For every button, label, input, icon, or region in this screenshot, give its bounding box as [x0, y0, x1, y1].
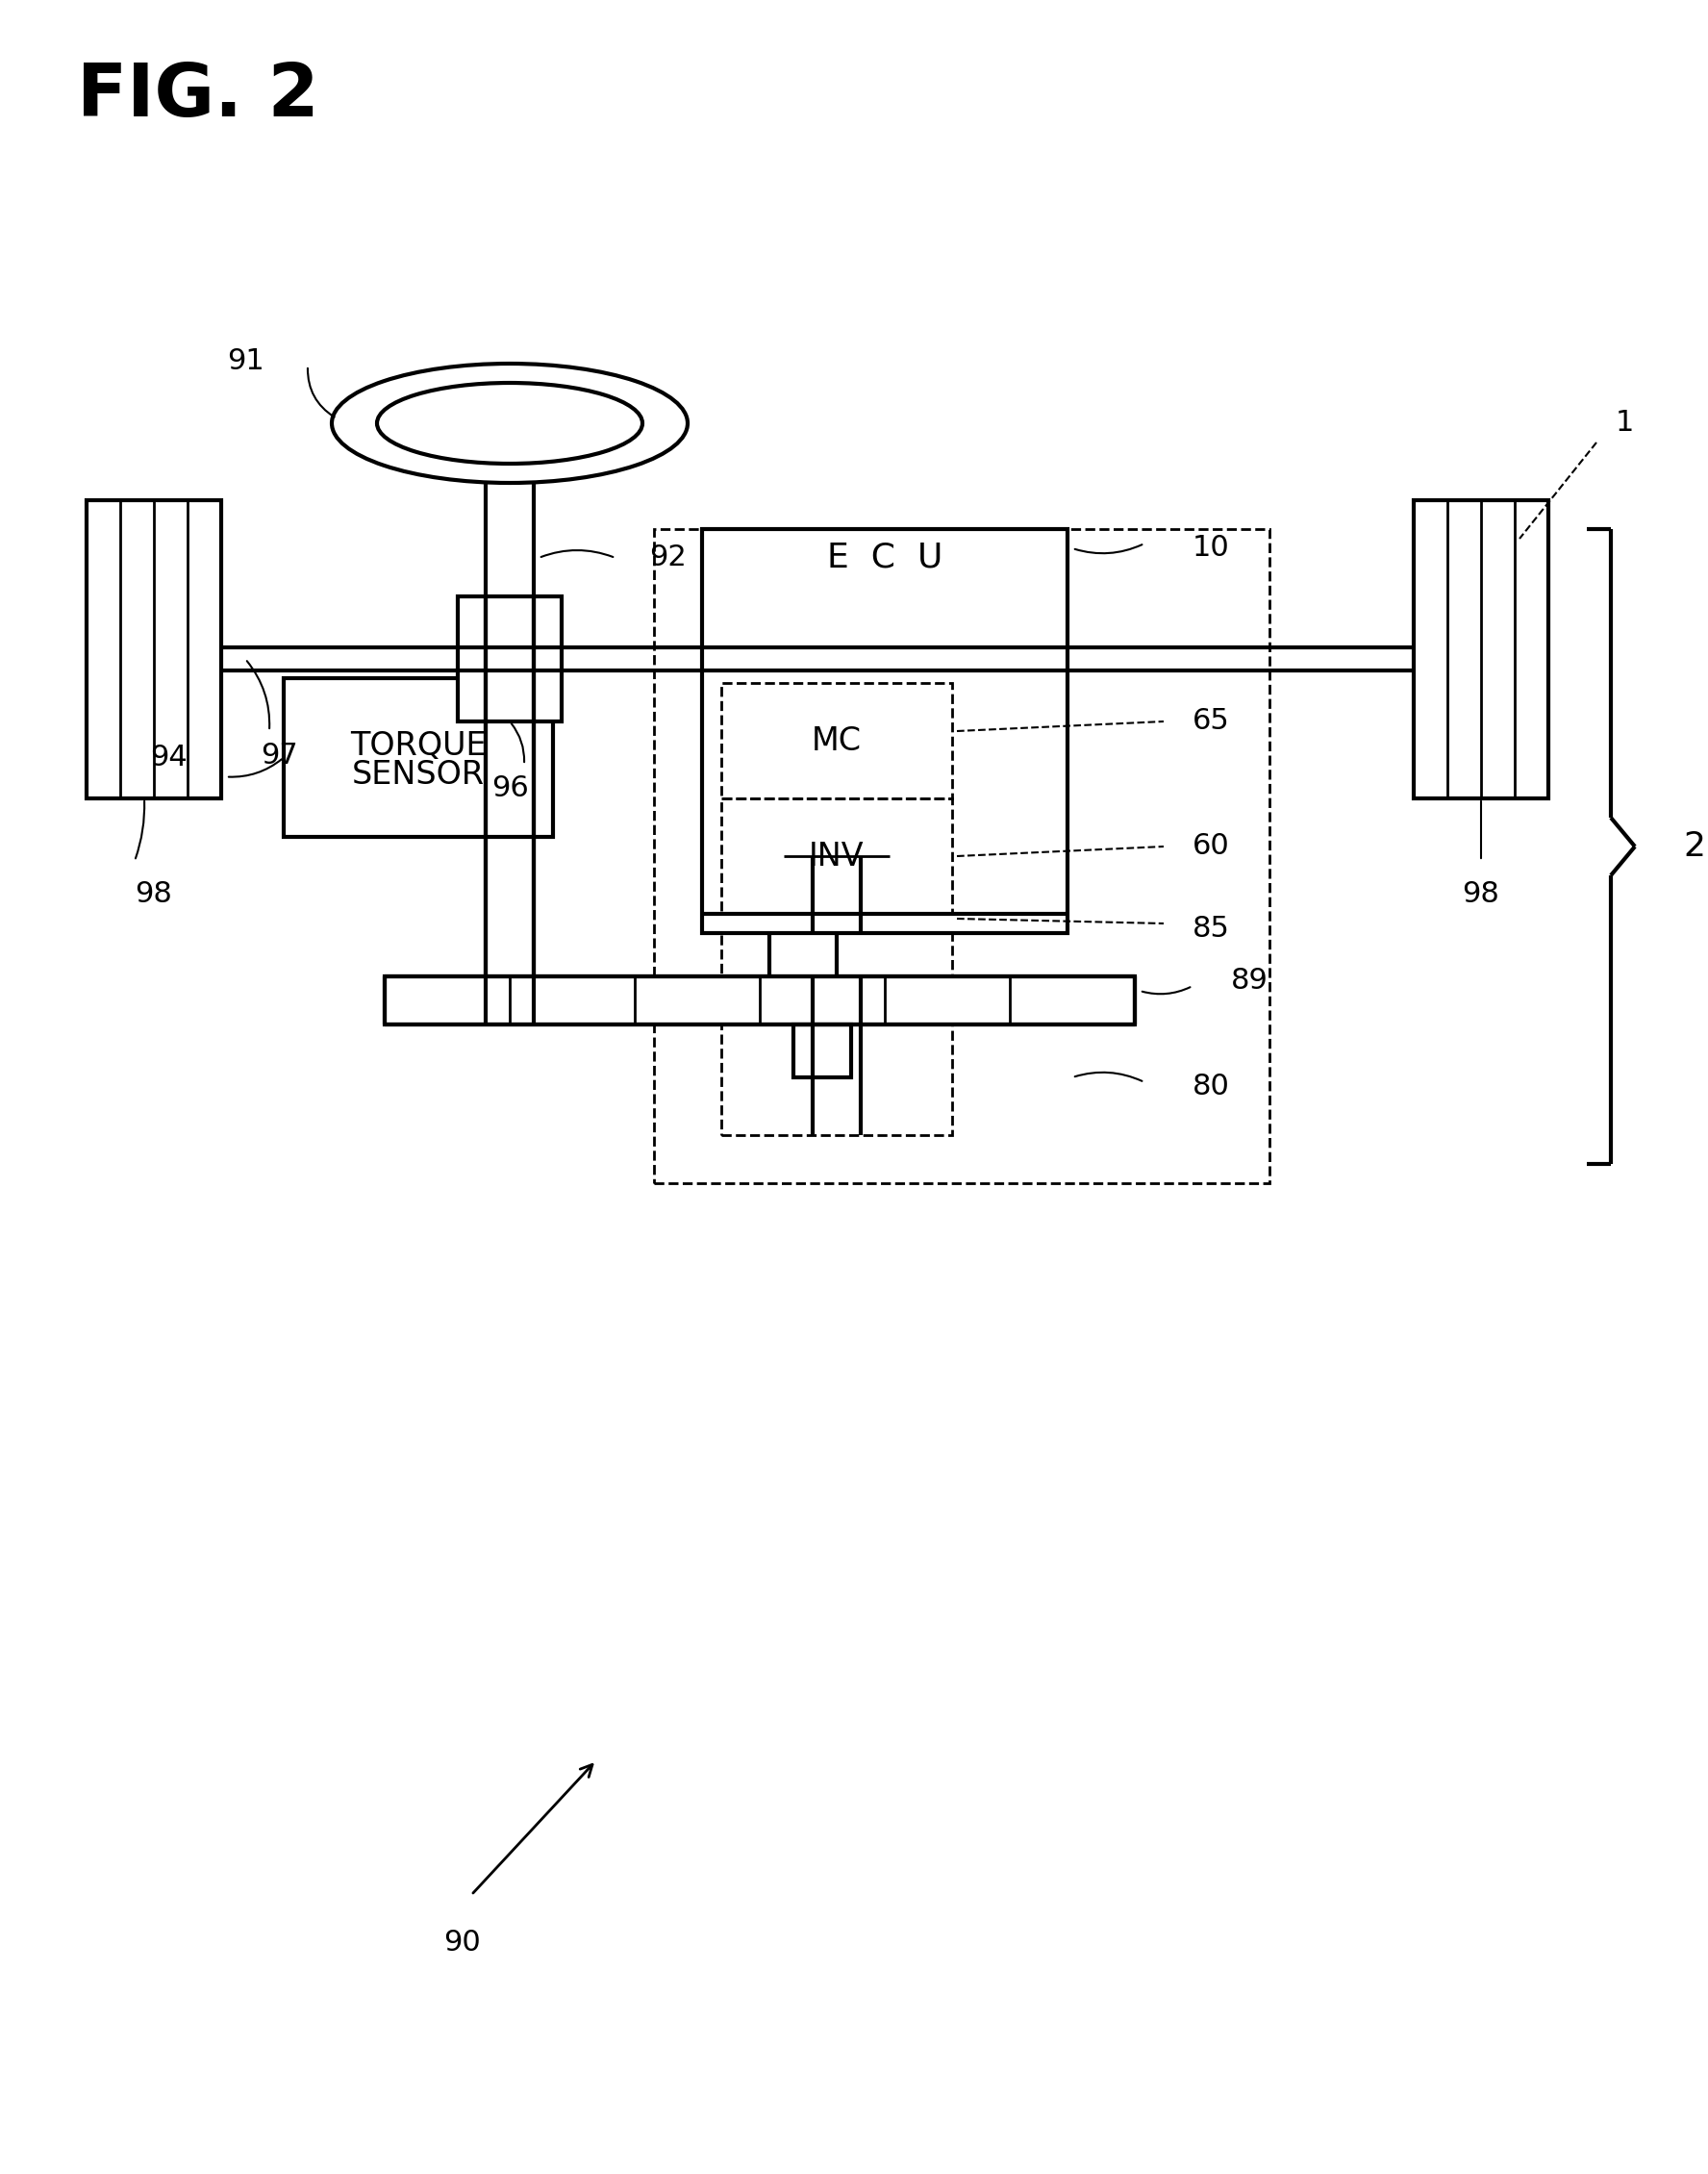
Text: 2: 2	[1682, 830, 1705, 863]
Text: 90: 90	[442, 1928, 480, 1957]
Text: TORQUE: TORQUE	[350, 730, 487, 761]
Text: 89: 89	[1231, 967, 1269, 996]
Text: 10: 10	[1192, 535, 1230, 563]
Text: 60: 60	[1192, 833, 1230, 861]
Bar	[721, 933, 951, 1135]
Bar	[794, 1024, 851, 1078]
Text: 80: 80	[1192, 1074, 1230, 1100]
Bar	[702, 528, 1068, 933]
Bar	[1414, 500, 1549, 798]
Bar	[721, 683, 951, 798]
Text: 96: 96	[492, 774, 528, 802]
Bar	[458, 596, 562, 722]
Text: 98: 98	[135, 880, 173, 909]
Bar	[87, 500, 222, 798]
Text: 97: 97	[260, 741, 297, 770]
Text: 1: 1	[1616, 409, 1635, 437]
Text: MC: MC	[811, 724, 863, 757]
Text: INV: INV	[810, 841, 864, 872]
Text: 92: 92	[649, 544, 687, 572]
Text: 85: 85	[1192, 915, 1230, 941]
Text: 65: 65	[1192, 707, 1230, 735]
Bar	[654, 528, 1269, 1183]
Text: SENSOR: SENSOR	[352, 759, 485, 791]
Bar	[384, 976, 1134, 1024]
Text: 91: 91	[227, 348, 265, 374]
Text: 98: 98	[1462, 880, 1500, 909]
Text: 94: 94	[150, 744, 188, 772]
Bar	[721, 798, 951, 913]
Bar	[284, 678, 553, 837]
Text: FIG. 2: FIG. 2	[77, 61, 319, 133]
Text: E  C  U: E C U	[827, 541, 943, 574]
